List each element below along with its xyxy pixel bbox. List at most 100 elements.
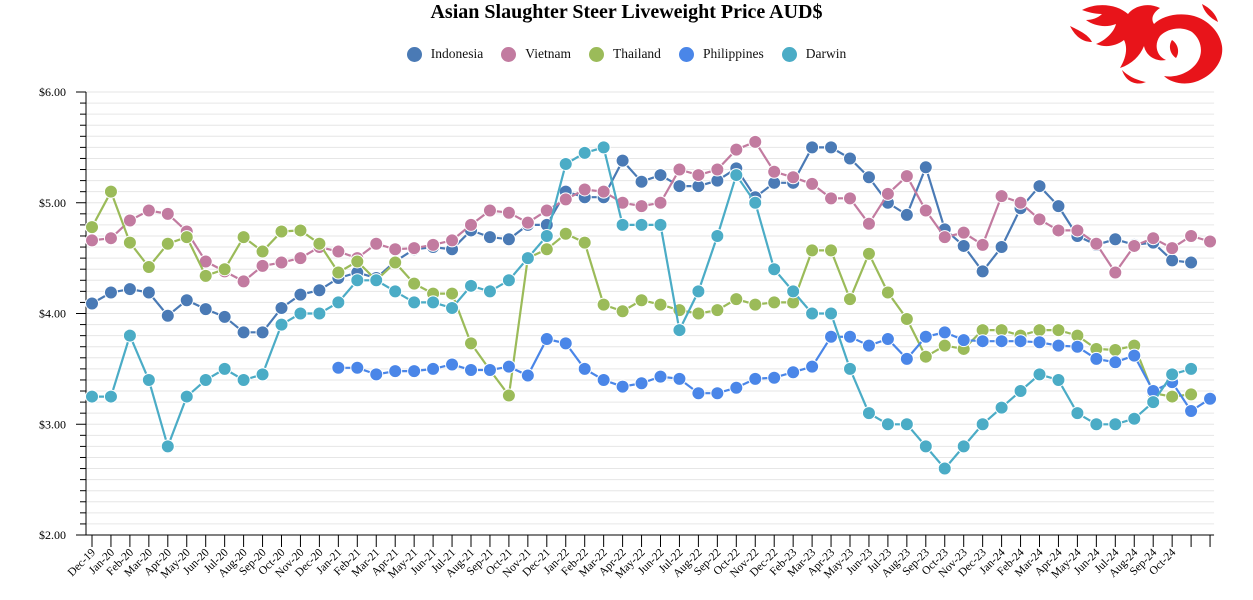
data-point[interactable] bbox=[350, 273, 365, 288]
data-point[interactable] bbox=[274, 255, 289, 270]
data-point[interactable] bbox=[236, 230, 251, 245]
data-point[interactable] bbox=[274, 224, 289, 239]
data-point[interactable] bbox=[615, 304, 630, 319]
data-point[interactable] bbox=[312, 283, 327, 298]
data-point[interactable] bbox=[103, 389, 118, 404]
data-point[interactable] bbox=[388, 364, 403, 379]
data-point[interactable] bbox=[786, 284, 801, 299]
data-point[interactable] bbox=[1127, 411, 1142, 426]
data-point[interactable] bbox=[141, 285, 156, 300]
data-point[interactable] bbox=[767, 262, 782, 277]
data-point[interactable] bbox=[539, 242, 554, 257]
data-point[interactable] bbox=[615, 217, 630, 232]
data-point[interactable] bbox=[445, 300, 460, 315]
data-point[interactable] bbox=[122, 235, 137, 250]
data-point[interactable] bbox=[861, 406, 876, 421]
data-point[interactable] bbox=[482, 362, 497, 377]
data-point[interactable] bbox=[1108, 343, 1123, 358]
data-point[interactable] bbox=[85, 389, 99, 404]
data-point[interactable] bbox=[861, 216, 876, 231]
data-point[interactable] bbox=[937, 230, 952, 245]
data-point[interactable] bbox=[824, 191, 839, 206]
data-point[interactable] bbox=[482, 203, 497, 218]
data-point[interactable] bbox=[691, 284, 706, 299]
data-point[interactable] bbox=[880, 285, 895, 300]
data-point[interactable] bbox=[918, 439, 933, 454]
data-point[interactable] bbox=[464, 336, 478, 351]
data-point[interactable] bbox=[672, 371, 687, 386]
data-point[interactable] bbox=[653, 297, 668, 312]
data-point[interactable] bbox=[331, 295, 346, 310]
data-point[interactable] bbox=[956, 225, 971, 240]
data-point[interactable] bbox=[1089, 236, 1104, 251]
data-point[interactable] bbox=[843, 151, 857, 166]
data-point[interactable] bbox=[634, 293, 649, 308]
data-point[interactable] bbox=[1051, 323, 1066, 338]
data-point[interactable] bbox=[843, 191, 857, 206]
data-point[interactable] bbox=[1089, 351, 1104, 366]
data-point[interactable] bbox=[520, 368, 535, 383]
data-point[interactable] bbox=[861, 170, 876, 185]
data-point[interactable] bbox=[198, 372, 213, 387]
data-point[interactable] bbox=[407, 364, 422, 379]
data-point[interactable] bbox=[501, 205, 516, 220]
data-point[interactable] bbox=[596, 184, 611, 199]
data-point[interactable] bbox=[255, 258, 270, 273]
data-point[interactable] bbox=[539, 331, 554, 346]
data-point[interactable] bbox=[85, 233, 99, 248]
data-point[interactable] bbox=[634, 376, 649, 391]
data-point[interactable] bbox=[937, 338, 952, 353]
data-point[interactable] bbox=[122, 282, 137, 297]
data-point[interactable] bbox=[255, 244, 270, 259]
data-point[interactable] bbox=[369, 367, 384, 382]
data-point[interactable] bbox=[937, 325, 952, 340]
data-point[interactable] bbox=[1070, 223, 1085, 238]
data-point[interactable] bbox=[824, 243, 839, 258]
data-point[interactable] bbox=[975, 237, 990, 252]
legend-item[interactable]: Thailand bbox=[588, 46, 661, 62]
data-point[interactable] bbox=[994, 189, 1009, 204]
data-point[interactable] bbox=[293, 223, 308, 238]
data-point[interactable] bbox=[729, 292, 744, 307]
data-point[interactable] bbox=[350, 254, 365, 269]
data-point[interactable] bbox=[1108, 417, 1123, 432]
data-point[interactable] bbox=[1127, 348, 1142, 363]
data-point[interactable] bbox=[880, 417, 895, 432]
data-point[interactable] bbox=[312, 236, 327, 251]
data-point[interactable] bbox=[217, 309, 232, 324]
data-point[interactable] bbox=[729, 168, 744, 183]
data-point[interactable] bbox=[501, 359, 516, 374]
data-point[interactable] bbox=[1203, 391, 1218, 406]
data-point[interactable] bbox=[1051, 372, 1066, 387]
data-point[interactable] bbox=[843, 292, 857, 307]
data-point[interactable] bbox=[1070, 339, 1085, 354]
data-point[interactable] bbox=[861, 246, 876, 261]
data-point[interactable] bbox=[122, 328, 137, 343]
data-point[interactable] bbox=[1165, 367, 1180, 382]
data-point[interactable] bbox=[464, 362, 478, 377]
data-point[interactable] bbox=[767, 164, 782, 179]
data-point[interactable] bbox=[672, 179, 687, 194]
data-point[interactable] bbox=[1146, 395, 1161, 410]
data-point[interactable] bbox=[236, 372, 251, 387]
data-point[interactable] bbox=[388, 242, 403, 257]
data-point[interactable] bbox=[975, 264, 990, 279]
data-point[interactable] bbox=[1108, 232, 1123, 247]
data-point[interactable] bbox=[805, 140, 820, 155]
data-point[interactable] bbox=[1184, 387, 1199, 402]
data-point[interactable] bbox=[1051, 199, 1066, 214]
data-point[interactable] bbox=[388, 255, 403, 270]
data-point[interactable] bbox=[482, 230, 497, 245]
data-point[interactable] bbox=[103, 231, 118, 246]
data-point[interactable] bbox=[994, 400, 1009, 415]
data-point[interactable] bbox=[710, 386, 725, 401]
data-point[interactable] bbox=[160, 206, 175, 221]
data-point[interactable] bbox=[1051, 338, 1066, 353]
data-point[interactable] bbox=[464, 217, 478, 232]
data-point[interactable] bbox=[255, 325, 270, 340]
data-point[interactable] bbox=[577, 145, 592, 160]
data-point[interactable] bbox=[1184, 361, 1199, 376]
data-point[interactable] bbox=[994, 334, 1009, 349]
data-point[interactable] bbox=[558, 226, 573, 241]
data-point[interactable] bbox=[179, 389, 194, 404]
